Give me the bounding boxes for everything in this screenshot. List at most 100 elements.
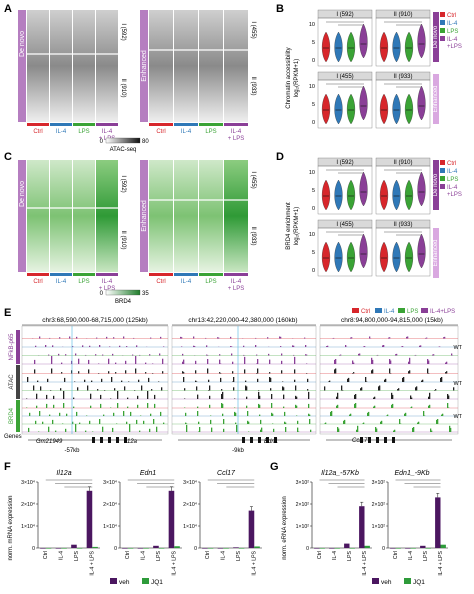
track-peak (58, 353, 60, 356)
track-peak (408, 361, 410, 364)
track-peak (63, 391, 65, 399)
track-peak (183, 377, 185, 382)
track-peak (305, 354, 307, 356)
violin (392, 179, 401, 211)
panel-c-letter: C (4, 151, 12, 163)
track-peak (367, 412, 369, 416)
condition-label: Ctrl (33, 279, 42, 285)
track-peak (182, 361, 184, 364)
violin (346, 93, 356, 125)
legend-label: LPS (447, 177, 458, 183)
track-peak (369, 336, 371, 339)
bar (233, 547, 239, 548)
track-peak (378, 386, 380, 391)
condition-label: IL-4 (181, 279, 192, 285)
track-peak (196, 381, 198, 382)
legend-swatch-il4lps (421, 308, 428, 313)
y-axis-title: BRD4 enrichment (286, 202, 292, 250)
track-peak (73, 397, 75, 399)
track-peak (257, 359, 259, 364)
track-peak (217, 337, 219, 339)
violin (346, 31, 356, 63)
bar (364, 545, 370, 548)
track-peak (233, 377, 235, 382)
violin (417, 85, 426, 121)
track-peak (139, 430, 141, 432)
track-peak (101, 378, 103, 382)
track-group-bar (16, 330, 20, 364)
gene-exon (250, 437, 253, 443)
track-peak (126, 346, 128, 347)
track-peak (293, 345, 295, 347)
legend-swatch-ctrl (440, 160, 445, 165)
brd4-color-scale (105, 289, 141, 296)
locus-coordinates: chr3:68,590,000-68,715,000 (125kb) (42, 317, 148, 324)
track-peak (87, 385, 89, 391)
x-tick-label: Ctrl (43, 551, 49, 559)
track-peak (451, 353, 453, 356)
facet-label: II (910) (393, 160, 412, 166)
panel-e-letter: E (4, 307, 11, 319)
track-peak (221, 394, 223, 399)
enhanced-side-bar (140, 10, 148, 122)
track-peak (72, 346, 74, 347)
track-peak (336, 405, 338, 408)
track-peak (389, 368, 391, 374)
track-peak (86, 415, 88, 416)
chart-title: Il12a_-57Kb (321, 470, 359, 477)
track-peak (384, 379, 386, 382)
track-peak (342, 390, 344, 391)
track-peak (379, 385, 381, 391)
track-peak (328, 381, 330, 382)
legend-d: Ctrl IL-4 LPS IL-4 +LPS (440, 160, 462, 198)
track-peak (163, 422, 165, 424)
track-peak (356, 429, 358, 432)
track-peak (350, 413, 352, 416)
legend-label: IL-4+LPS (430, 309, 455, 315)
facet-frame (375, 79, 431, 129)
violin (359, 85, 368, 121)
condition-bar-il4 (50, 123, 72, 126)
track-peak (114, 388, 116, 391)
track-peak (381, 420, 383, 424)
track-peak (245, 380, 247, 382)
track-peak (334, 369, 336, 374)
violin (334, 241, 343, 273)
cluster-label: I (592) (120, 23, 126, 40)
track-peak (209, 395, 211, 399)
track-peak (335, 359, 337, 364)
track-peak (448, 395, 450, 399)
bar (92, 546, 98, 548)
violin (334, 179, 343, 211)
track-peak (331, 411, 333, 416)
track-peak (209, 385, 211, 391)
condition-label: LPS (205, 279, 216, 285)
bar (61, 548, 67, 549)
bar (55, 548, 62, 549)
cluster-label: I (455) (250, 21, 256, 38)
denovo-side-label: De novo (19, 31, 26, 57)
cluster-label: I (455) (250, 171, 256, 188)
bar (158, 548, 165, 549)
track-peak (71, 360, 73, 364)
facet-frame (317, 17, 373, 67)
track-peak (197, 406, 199, 408)
track-peak (270, 377, 272, 382)
track-peak (160, 411, 162, 416)
gene-exon (258, 437, 261, 443)
track-peak (375, 427, 377, 432)
legend-swatch-veh (110, 578, 117, 584)
track-peak (49, 337, 51, 339)
violin (379, 31, 389, 63)
track-peak (430, 428, 432, 432)
condition-label: IL-4 (231, 129, 242, 135)
track-peak (48, 354, 50, 356)
track-peak (310, 429, 312, 432)
condition-bar-ctrl (149, 123, 173, 126)
track-peak (156, 426, 158, 432)
track-peak (55, 430, 57, 432)
track-peak (374, 405, 376, 408)
panel-g: G norm. eRNA expression Il12a_-57Kb Edn1… (270, 461, 430, 586)
track-peak (406, 336, 408, 339)
